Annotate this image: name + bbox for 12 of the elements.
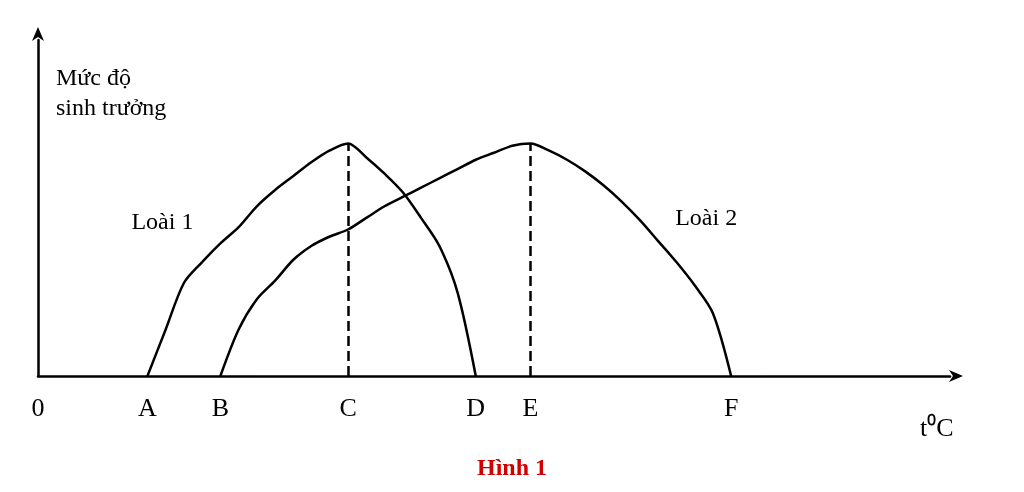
x-tick-label: F [723, 392, 739, 422]
text: Hình 1 [476, 454, 548, 480]
series-label: Loài 2 [675, 204, 738, 231]
x-tick-label: A [138, 392, 158, 422]
x-tick-label: D [466, 392, 486, 422]
x-tick-label: 0 [31, 392, 45, 422]
x-tick-label: B [211, 392, 230, 422]
x-tick-label: C [339, 392, 357, 422]
x-tick-label: E [522, 392, 539, 422]
y-axis-title: Mức độ sinh trưởng [56, 64, 167, 120]
x-axis-title: t⁰C [920, 412, 954, 442]
series-label: Loài 1 [131, 208, 194, 235]
